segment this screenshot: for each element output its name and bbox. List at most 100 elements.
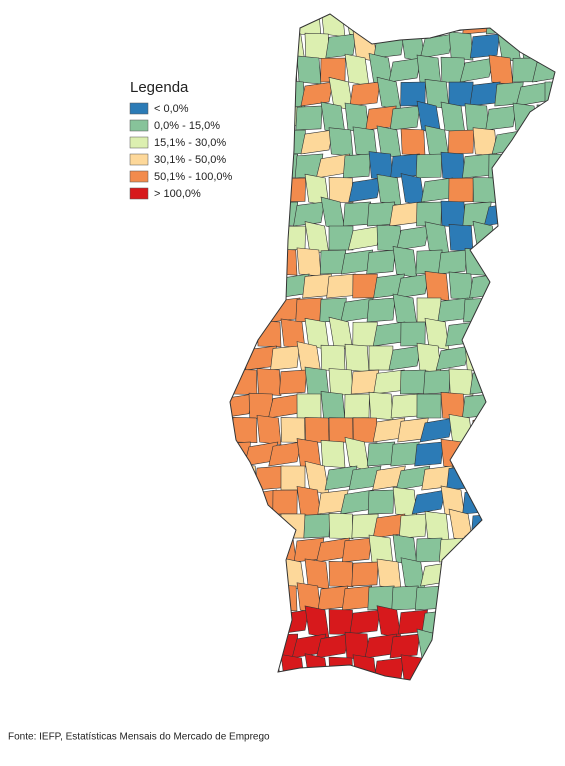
municipality — [535, 345, 555, 371]
municipality — [520, 31, 546, 61]
municipality — [230, 249, 255, 275]
municipality — [440, 585, 466, 611]
municipality — [344, 53, 370, 87]
municipality — [512, 246, 538, 278]
municipalities — [230, 14, 555, 680]
municipality — [516, 513, 550, 539]
municipality — [349, 81, 381, 107]
municipality — [368, 345, 394, 371]
municipality — [256, 177, 282, 203]
municipality — [469, 33, 501, 59]
municipality — [459, 633, 495, 659]
municipality — [424, 221, 450, 255]
municipality — [437, 249, 469, 275]
municipality — [351, 561, 379, 587]
municipality — [388, 57, 422, 83]
municipality — [254, 465, 284, 491]
municipality — [472, 465, 498, 491]
municipality — [363, 14, 399, 35]
municipality — [469, 273, 501, 299]
municipality — [366, 441, 396, 467]
municipality — [520, 127, 546, 157]
municipality — [232, 513, 258, 539]
municipality — [488, 630, 514, 662]
municipality — [536, 246, 555, 278]
municipality — [491, 129, 527, 155]
municipality — [512, 57, 538, 83]
municipality — [470, 417, 500, 443]
municipality — [472, 657, 498, 680]
legend: < 0,0% 0,0% - 15,0% 15,1% - 30,0% 30,1% - 5… — [129, 102, 232, 200]
municipality — [488, 249, 514, 275]
municipality — [539, 369, 555, 395]
municipality — [496, 272, 522, 300]
municipality — [517, 657, 549, 680]
municipality — [348, 177, 382, 203]
municipality — [448, 177, 474, 203]
municipality — [232, 81, 258, 107]
municipality — [495, 177, 523, 203]
municipality — [256, 606, 282, 638]
municipality — [448, 31, 474, 61]
legend-label: < 0,0% — [154, 103, 189, 115]
municipality — [488, 393, 514, 419]
municipality — [300, 129, 334, 155]
municipality — [328, 176, 354, 204]
municipality — [254, 33, 284, 59]
municipality — [472, 560, 498, 588]
municipality — [440, 101, 466, 135]
municipality — [376, 76, 402, 112]
municipality — [419, 33, 455, 59]
municipality — [512, 342, 538, 374]
municipality — [496, 465, 522, 491]
municipality — [536, 390, 555, 422]
legend-label: 0,0% - 15,0% — [154, 120, 220, 132]
municipality — [255, 561, 283, 587]
municipality — [448, 368, 474, 396]
municipality — [300, 81, 334, 107]
municipality — [512, 200, 538, 228]
municipality — [488, 54, 514, 86]
municipality — [303, 513, 331, 539]
municipality — [232, 225, 258, 251]
municipality — [435, 345, 471, 371]
municipality — [376, 605, 402, 639]
municipality — [276, 609, 310, 635]
municipality — [376, 558, 402, 590]
municipality — [424, 510, 450, 542]
municipality — [328, 560, 354, 588]
municipality — [341, 585, 373, 611]
municipality — [230, 537, 251, 563]
municipality — [472, 220, 498, 256]
municipality — [519, 369, 547, 395]
municipality — [280, 513, 306, 539]
municipality — [280, 465, 306, 491]
municipality — [268, 441, 302, 467]
municipality — [272, 489, 298, 515]
municipality — [248, 14, 274, 38]
municipality — [328, 609, 354, 635]
municipality — [232, 369, 258, 395]
municipality — [272, 584, 298, 612]
municipality — [491, 609, 527, 635]
municipality — [280, 225, 306, 251]
municipality — [446, 465, 476, 491]
municipality — [352, 321, 378, 347]
municipality — [448, 81, 474, 107]
municipality — [423, 369, 451, 395]
municipality — [280, 177, 306, 203]
municipality — [536, 104, 555, 132]
municipality — [459, 57, 495, 83]
municipality — [544, 654, 555, 680]
legend-label: 30,1% - 50,0% — [154, 154, 226, 166]
municipality — [447, 609, 475, 635]
municipality — [463, 585, 491, 611]
source-note: Fonte: IEFP, Estatísticas Mensais do Mer… — [8, 732, 270, 743]
municipality — [445, 321, 477, 347]
municipality — [304, 417, 330, 443]
municipality — [440, 151, 466, 181]
municipality — [485, 14, 517, 35]
municipality — [280, 417, 306, 443]
municipality — [544, 462, 555, 494]
